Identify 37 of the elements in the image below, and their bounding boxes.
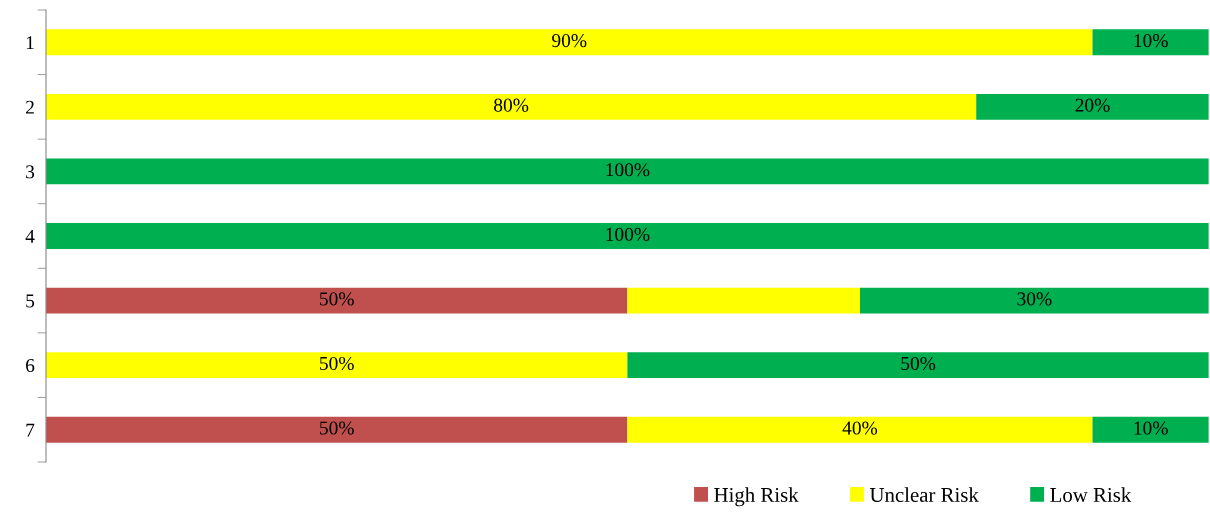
data-label: 80%	[494, 98, 529, 112]
data-label: 50%	[320, 292, 354, 306]
bar	[1092, 416, 1209, 443]
data-label: 40%	[842, 421, 878, 435]
y-tick-label: 7	[26, 423, 35, 437]
data-label: 100%	[606, 163, 650, 177]
bar	[627, 416, 1093, 443]
y-tick-label: 3	[26, 165, 35, 179]
data-label: 30%	[1017, 292, 1052, 306]
legend-label: High Risk	[714, 487, 799, 507]
data-label: 50%	[320, 356, 354, 371]
legend-label: Low Risk	[1050, 487, 1132, 502]
bar	[627, 352, 1209, 379]
bar	[46, 29, 1093, 56]
data-label: 50%	[320, 421, 354, 435]
legend-label: Unclear Risk	[869, 487, 979, 502]
bar	[859, 287, 1209, 314]
bar	[1092, 29, 1209, 56]
data-label: 10%	[1134, 421, 1168, 435]
bar	[976, 93, 1209, 120]
y-tick-label: 2	[26, 100, 34, 114]
bar	[46, 93, 977, 120]
y-tick-label: 5	[26, 294, 35, 308]
bar	[46, 158, 1209, 185]
bar	[46, 416, 628, 443]
data-label: 90%	[552, 34, 587, 48]
bar	[46, 352, 628, 379]
data-label: 10%	[1134, 34, 1168, 48]
data-label: 50%	[901, 356, 936, 371]
bar	[46, 223, 1209, 249]
data-label: 100%	[606, 227, 650, 241]
y-tick-label: 4	[25, 229, 35, 243]
bar	[627, 287, 860, 314]
y-tick-label: 6	[26, 359, 35, 373]
data-label: 20%	[1075, 98, 1110, 112]
y-tick-label: 1	[26, 36, 34, 50]
bar	[46, 287, 628, 314]
